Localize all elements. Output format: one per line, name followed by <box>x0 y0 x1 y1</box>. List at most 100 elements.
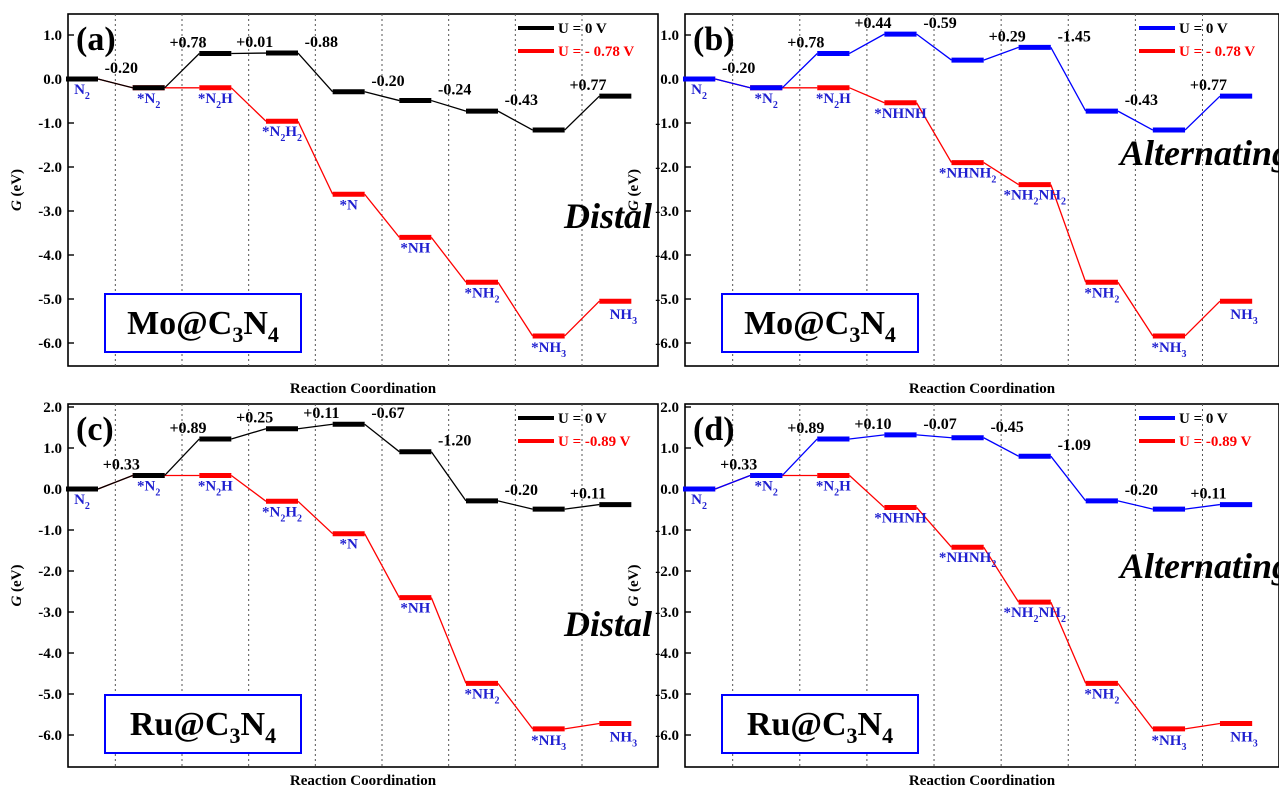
connector-line <box>983 437 1019 457</box>
mechanism-label: Alternating <box>1118 546 1279 586</box>
connector-line <box>564 300 600 337</box>
connector-line <box>916 507 952 548</box>
state-label: *N <box>339 197 358 213</box>
energy-change-label: -0.20 <box>105 60 138 77</box>
y-tick-label: -3.0 <box>38 204 62 220</box>
state-label: *NHNH2 <box>939 550 997 570</box>
y-tick-label: -4.0 <box>655 248 679 264</box>
state-label: *N2H <box>198 478 233 498</box>
connector-line <box>916 102 953 163</box>
connector-line <box>1050 601 1087 684</box>
connector-line <box>983 162 1019 186</box>
mechanism-label: Distal <box>563 196 652 236</box>
energy-change-label: -1.09 <box>1058 437 1091 454</box>
energy-change-label: +0.77 <box>569 77 606 94</box>
connector-line <box>164 53 200 89</box>
state-label: *NHNH2 <box>939 166 997 186</box>
panel-label: (d) <box>693 411 735 448</box>
y-tick-label: 0.0 <box>43 72 62 88</box>
y-tick-label: -5.0 <box>38 687 62 703</box>
state-label: *N2 <box>755 91 778 111</box>
y-tick-label: -2.0 <box>655 160 679 176</box>
catalyst-box <box>104 694 302 754</box>
state-label: *NH3 <box>1151 340 1186 360</box>
connector-line <box>1184 95 1221 131</box>
energy-change-label: +0.89 <box>787 420 824 437</box>
state-label: *N2H2 <box>262 124 302 144</box>
y-tick-label: -1.0 <box>655 523 679 539</box>
energy-change-label: +0.29 <box>989 28 1026 45</box>
connector-line <box>916 434 952 439</box>
x-axis-label: Reaction Coordination <box>290 381 437 397</box>
connector-line <box>497 500 533 510</box>
plot-frame <box>67 403 659 768</box>
connector-line <box>230 87 267 122</box>
y-tick-label: 0.0 <box>43 482 62 498</box>
catalyst-box <box>721 293 919 353</box>
y-tick-label: -3.0 <box>655 605 679 621</box>
energy-change-label: +0.33 <box>720 456 757 473</box>
state-label: *NH2 <box>465 285 500 305</box>
y-tick-label: 1.0 <box>43 441 62 457</box>
y-tick-label: -4.0 <box>38 646 62 662</box>
connector-line <box>364 193 400 238</box>
state-label: *N2H2 <box>262 504 302 524</box>
connector-line <box>1050 455 1087 502</box>
connector-line <box>297 120 334 195</box>
connector-line <box>849 474 885 508</box>
state-label: N2 <box>74 492 90 512</box>
energy-change-label: +0.78 <box>787 34 824 51</box>
energy-change-label: +0.78 <box>169 34 206 51</box>
series-blue <box>683 432 1253 512</box>
panel-label: (a) <box>76 21 116 58</box>
series-black <box>66 421 632 512</box>
y-tick-label: -6.0 <box>38 728 62 744</box>
catalyst-label: Ru@C3N4 <box>747 706 893 748</box>
legend-entry: U = - 0.78 V <box>1179 44 1255 60</box>
y-tick-label: -2.0 <box>38 160 62 176</box>
energy-change-label: +0.89 <box>169 420 206 437</box>
connector-line <box>497 281 534 337</box>
state-label: *NH3 <box>531 340 566 360</box>
connector-line <box>364 533 400 598</box>
y-tick-label: -5.0 <box>38 292 62 308</box>
energy-change-label: -0.67 <box>371 405 404 422</box>
connector-line <box>497 682 534 730</box>
state-label: NH3 <box>610 730 638 750</box>
x-axis-label: Reaction Coordination <box>909 773 1056 789</box>
panel-label: (c) <box>76 411 114 448</box>
state-label: *NH3 <box>1151 733 1186 753</box>
energy-change-label: +0.01 <box>236 34 273 51</box>
legend-entry: U = - 0.78 V <box>558 44 634 60</box>
state-label: NH3 <box>1230 307 1258 327</box>
series-black <box>66 50 632 133</box>
legend-entry: U = -0.89 V <box>1179 434 1252 450</box>
state-label: *NHNH <box>874 106 927 122</box>
connector-line <box>1184 503 1221 510</box>
connector-line <box>916 33 952 61</box>
state-label: N2 <box>691 82 707 102</box>
state-label: *NH2 <box>465 686 500 706</box>
y-axis-label: G (eV) <box>9 564 25 606</box>
energy-change-label: +0.44 <box>854 15 891 32</box>
energy-change-label: -0.43 <box>505 92 538 109</box>
energy-change-label: -1.45 <box>1058 28 1091 45</box>
plot-frame <box>684 403 1279 768</box>
catalyst-label: Ru@C3N4 <box>130 706 276 748</box>
connector-line <box>1117 281 1154 337</box>
state-label: *NH2NH2 <box>1003 605 1066 625</box>
plot-frame <box>684 13 1279 367</box>
y-tick-label: 1.0 <box>660 28 679 44</box>
connector-line <box>97 78 133 89</box>
connector-line <box>849 33 885 55</box>
connector-line <box>297 423 333 430</box>
connector-line <box>164 438 200 476</box>
energy-change-label: +0.10 <box>854 416 891 433</box>
connector-line <box>781 53 818 89</box>
y-axis-label: G (eV) <box>626 564 642 606</box>
connector-line <box>1117 500 1153 510</box>
state-label: *N2H <box>198 91 233 111</box>
chart-panel-b: 1.0 0.0 -1.0 -2.0 -3.0 -4.0 -5.0 -6.0 G (eV) Reac… <box>626 13 1279 397</box>
y-tick-label: -3.0 <box>655 204 679 220</box>
y-axis-label: G (eV) <box>9 169 25 211</box>
